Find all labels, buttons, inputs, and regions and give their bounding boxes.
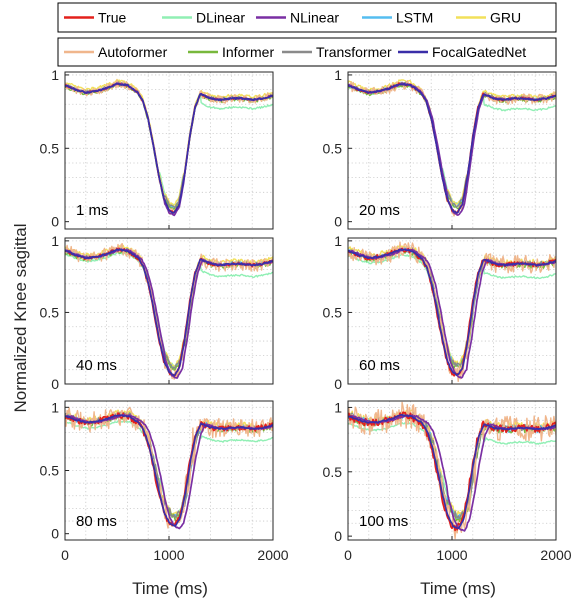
- series-line-focalgatednet: [348, 82, 556, 214]
- y-tick-label: 0.5: [323, 464, 343, 480]
- panel-annotation: 60 ms: [359, 357, 400, 374]
- series-line-focalgatednet: [65, 414, 273, 528]
- y-tick-label: 0.5: [323, 304, 343, 320]
- panel-annotation: 1 ms: [76, 202, 109, 219]
- x-axis-label-right: Time (ms): [420, 579, 496, 598]
- y-tick-label: 0: [334, 528, 342, 544]
- y-tick-label: 1: [51, 399, 59, 415]
- y-tick-label: 1: [334, 67, 342, 83]
- legend-row-2: Autoformer Informer Transformer FocalGatedN…: [57, 37, 557, 67]
- y-tick-label: 1: [334, 233, 342, 249]
- series-line-gru: [348, 244, 556, 366]
- legend-label-autoformer: Autoformer: [98, 44, 168, 60]
- legend-label-transformer: Transformer: [316, 44, 392, 60]
- panel-1: 0 0.5 1 1 ms: [40, 67, 274, 230]
- series-lines: [348, 241, 556, 382]
- y-tick-label: 0: [51, 376, 59, 392]
- y-tick-label: 0.5: [40, 304, 60, 320]
- panel-annotation: 100 ms: [359, 513, 408, 530]
- series-line-focalgatednet: [65, 82, 273, 214]
- legend-label-focalgatednet: FocalGatedNet: [432, 44, 526, 60]
- legend-label-nlinear: NLinear: [290, 10, 339, 26]
- y-tick-label: 1: [334, 399, 342, 415]
- series-line-focalgatednet: [65, 248, 273, 377]
- y-tick-label: 0.5: [40, 463, 60, 479]
- series-lines: [65, 242, 273, 380]
- y-tick-label: 1: [51, 233, 59, 249]
- x-tick-label: 2000: [540, 547, 571, 563]
- series-line-true: [348, 411, 556, 532]
- grid: [348, 238, 556, 384]
- series-line-gru: [65, 78, 273, 207]
- x-tick-label: 0: [61, 547, 69, 563]
- series-lines: [65, 406, 273, 530]
- legend-label-informer: Informer: [222, 44, 274, 60]
- legend-row-1: True DLinear NLinear LSTM GRU: [57, 2, 557, 33]
- y-axis-label: Normalized Knee sagittal: [11, 224, 30, 413]
- panel-3: 0 0.5 1 40 ms: [40, 233, 274, 392]
- y-tick-label: 0.5: [40, 140, 60, 156]
- panel-2: 0 0.5 1 20 ms: [323, 67, 557, 230]
- y-tick-label: 0: [334, 376, 342, 392]
- y-tick-label: 0.5: [323, 140, 343, 156]
- legend-label-gru: GRU: [490, 10, 521, 26]
- x-axis-label-left: Time (ms): [132, 579, 208, 598]
- series-lines: [348, 401, 556, 540]
- legend-label-true: True: [98, 10, 126, 26]
- y-tick-label: 0: [51, 214, 59, 230]
- y-tick-label: 0: [51, 526, 59, 542]
- y-tick-label: 1: [51, 67, 59, 83]
- x-tick-label: 1000: [153, 547, 184, 563]
- series-line-focalgatednet: [348, 248, 556, 376]
- series-lines: [348, 79, 556, 217]
- legend-group: True DLinear NLinear LSTM GRU Autoformer Infor…: [57, 2, 557, 67]
- panel-6: 0 0.5 1 0 1000 2000 100 ms: [323, 399, 572, 563]
- series-line-focalgatednet: [348, 413, 556, 530]
- x-tick-label: 0: [344, 547, 352, 563]
- y-tick-label: 0: [334, 214, 342, 230]
- panel-annotation: 80 ms: [76, 513, 117, 530]
- x-tick-label: 2000: [257, 547, 288, 563]
- panel-annotation: 20 ms: [359, 202, 400, 219]
- series-line-gru: [348, 409, 556, 517]
- x-tick-label: 1000: [436, 547, 467, 563]
- legend-label-lstm: LSTM: [396, 10, 433, 26]
- panel-annotation: 40 ms: [76, 357, 117, 374]
- panel-4: 0 0.5 1 60 ms: [323, 233, 557, 392]
- legend-label-dlinear: DLinear: [196, 10, 245, 26]
- series-lines: [65, 78, 273, 217]
- panel-5: 0 0.5 1 0 1000 2000 80 ms: [40, 399, 289, 563]
